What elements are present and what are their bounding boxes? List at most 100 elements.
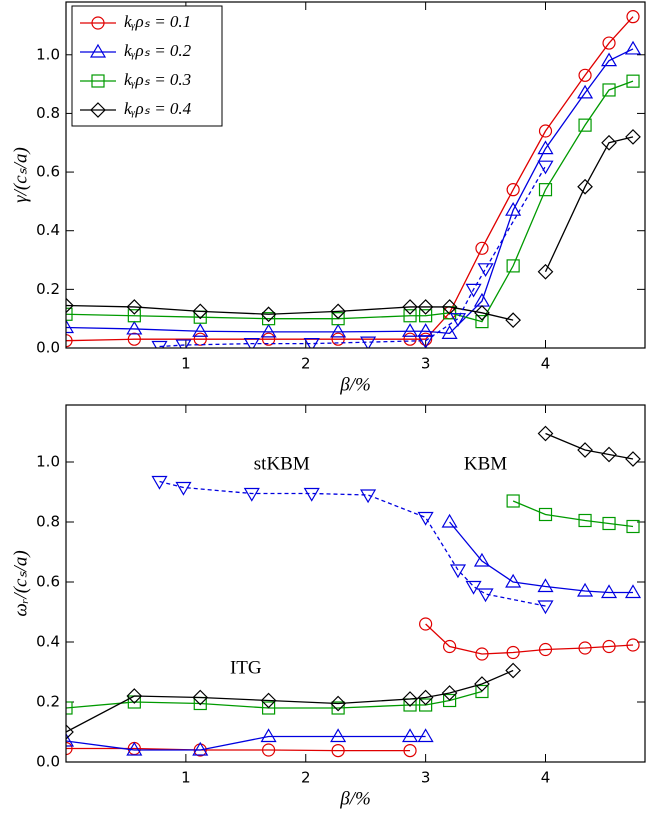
marker xyxy=(331,312,345,326)
marker xyxy=(330,728,347,743)
marker xyxy=(192,689,209,706)
marker xyxy=(260,306,277,323)
marker xyxy=(360,336,377,348)
marker xyxy=(66,319,75,334)
marker xyxy=(66,701,73,715)
marker xyxy=(441,299,458,315)
marker xyxy=(66,732,75,747)
marker xyxy=(625,451,641,467)
marker xyxy=(192,323,209,337)
marker xyxy=(577,442,593,458)
marker xyxy=(449,313,467,327)
marker xyxy=(601,134,617,151)
marker xyxy=(261,312,276,326)
x-tick-label: 2 xyxy=(301,355,311,373)
series-line xyxy=(66,690,483,709)
marker xyxy=(417,299,434,315)
marker xyxy=(443,639,457,654)
series-line xyxy=(66,747,411,752)
marker xyxy=(403,309,417,323)
x-tick-label: 1 xyxy=(181,355,191,373)
legend-box xyxy=(71,5,223,127)
marker xyxy=(475,241,489,255)
marker xyxy=(66,297,74,314)
marker xyxy=(330,323,347,338)
marker xyxy=(577,84,594,99)
y-tick-label: 1.0 xyxy=(36,45,60,63)
marker xyxy=(537,140,554,155)
marker xyxy=(402,299,418,315)
marker xyxy=(243,338,260,348)
marker xyxy=(89,43,107,58)
marker xyxy=(419,309,433,323)
marker xyxy=(441,325,458,339)
marker xyxy=(578,68,592,82)
marker xyxy=(192,303,209,320)
marker xyxy=(401,728,419,743)
marker xyxy=(443,693,457,708)
y-tick-label: 0.2 xyxy=(36,693,60,711)
marker xyxy=(537,578,554,593)
y-tick-label: 0.0 xyxy=(36,753,60,771)
x-tick-label: 4 xyxy=(541,769,551,787)
marker xyxy=(473,552,491,567)
marker xyxy=(151,475,168,490)
marker xyxy=(538,183,553,197)
series-line xyxy=(159,165,547,348)
marker xyxy=(126,320,143,335)
marker xyxy=(260,692,277,709)
plot-frame xyxy=(65,1,646,349)
marker xyxy=(506,645,520,660)
marker xyxy=(441,685,458,701)
marker xyxy=(475,315,489,329)
marker xyxy=(624,40,642,55)
y-tick-label: 0.8 xyxy=(36,104,60,122)
marker xyxy=(477,263,494,278)
marker xyxy=(417,689,434,706)
marker xyxy=(261,743,276,757)
series-line xyxy=(512,500,634,528)
marker xyxy=(465,283,482,298)
x-tick-label: 3 xyxy=(421,355,431,373)
series-line xyxy=(66,80,634,323)
marker xyxy=(331,743,345,758)
x-tick-label: 4 xyxy=(541,355,551,373)
y-tick-label: 0.8 xyxy=(36,513,60,531)
marker xyxy=(360,489,377,504)
y-tick-label: 0.4 xyxy=(36,633,60,651)
plot-frame xyxy=(65,404,646,763)
marker xyxy=(506,259,520,273)
marker xyxy=(626,10,640,24)
marker xyxy=(506,494,520,508)
marker xyxy=(537,263,554,280)
marker xyxy=(419,332,433,346)
series-line xyxy=(66,735,426,751)
y-axis-label: γ/(cₛ/a) xyxy=(10,147,31,203)
marker xyxy=(578,641,592,655)
marker xyxy=(66,724,74,740)
marker xyxy=(578,118,592,132)
marker xyxy=(506,183,520,197)
marker xyxy=(538,124,553,138)
annotation: KBM xyxy=(464,453,507,474)
marker xyxy=(474,304,490,321)
marker xyxy=(505,201,522,216)
marker xyxy=(602,83,616,97)
marker xyxy=(505,312,521,328)
series-line xyxy=(159,480,546,607)
annotation: stKBM xyxy=(254,453,310,474)
legend-label: kᵧρₛ = 0.1 xyxy=(124,12,191,31)
marker xyxy=(577,582,594,597)
marker xyxy=(175,481,192,496)
marker xyxy=(419,698,433,712)
marker xyxy=(126,299,143,315)
marker xyxy=(260,323,277,338)
annotation: ITG xyxy=(230,657,262,678)
marker xyxy=(505,573,522,588)
x-axis-label: β/% xyxy=(339,374,371,395)
marker xyxy=(303,487,320,502)
y-tick-label: 1.0 xyxy=(36,453,60,471)
marker xyxy=(538,642,553,657)
marker xyxy=(126,741,143,756)
marker xyxy=(537,600,554,615)
